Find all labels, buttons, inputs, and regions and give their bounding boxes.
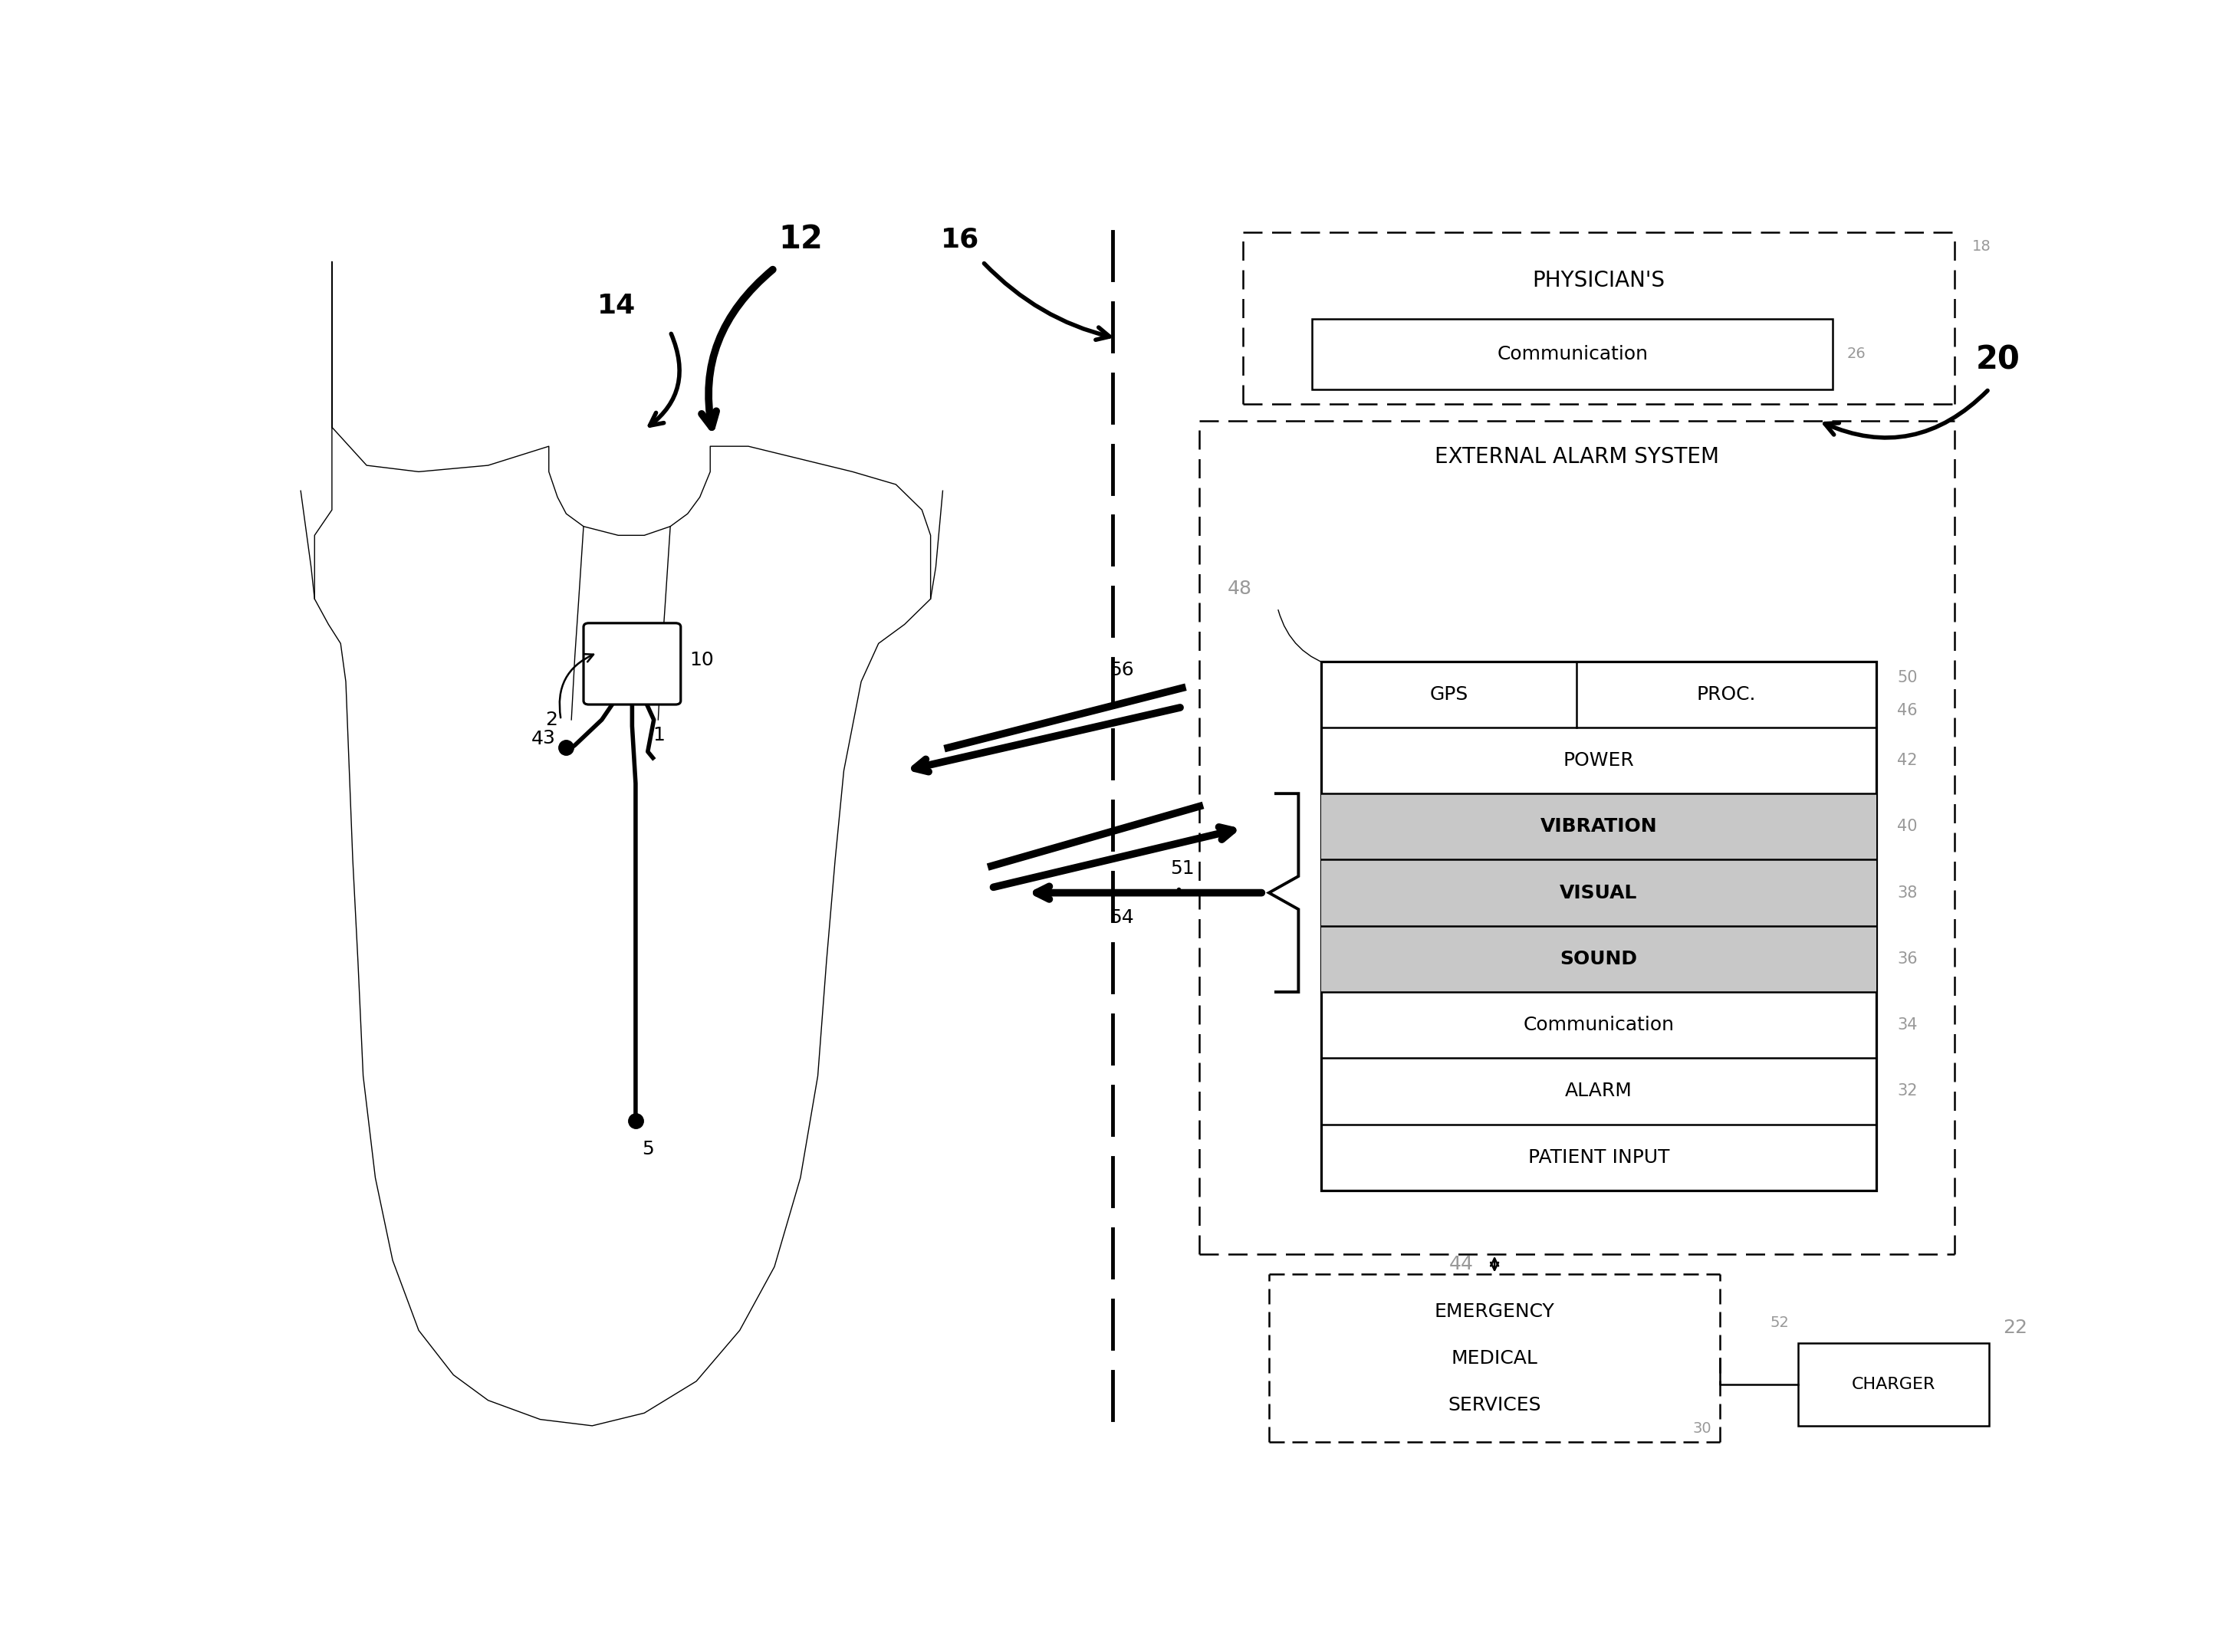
Text: 18: 18 (1973, 240, 1990, 253)
Text: 46: 46 (1896, 704, 1917, 719)
Text: 14: 14 (598, 292, 636, 319)
Text: GPS: GPS (1428, 686, 1469, 704)
Text: 30: 30 (1693, 1421, 1711, 1436)
Text: 20: 20 (1975, 344, 2020, 377)
Text: PATIENT INPUT: PATIENT INPUT (1527, 1148, 1670, 1166)
Text: 48: 48 (1227, 580, 1252, 598)
Text: CHARGER: CHARGER (1852, 1376, 1934, 1393)
Text: POWER: POWER (1563, 752, 1634, 770)
Text: 52: 52 (1771, 1315, 1789, 1330)
Text: 26: 26 (1847, 347, 1865, 362)
Text: 1: 1 (654, 725, 665, 745)
Bar (1321, 859, 1876, 925)
Text: 40: 40 (1896, 819, 1917, 834)
Bar (1321, 925, 1876, 991)
FancyBboxPatch shape (584, 623, 681, 704)
Text: 16: 16 (940, 226, 978, 253)
Text: 50: 50 (1896, 671, 1917, 686)
Text: VISUAL: VISUAL (1561, 884, 1637, 902)
FancyBboxPatch shape (1312, 319, 1834, 388)
Text: EMERGENCY: EMERGENCY (1435, 1302, 1554, 1320)
Text: 22: 22 (2004, 1318, 2029, 1336)
Text: EXTERNAL ALARM SYSTEM: EXTERNAL ALARM SYSTEM (1435, 446, 1720, 468)
Text: 5: 5 (643, 1140, 654, 1158)
Text: 51: 51 (1171, 859, 1193, 877)
FancyBboxPatch shape (1321, 661, 1876, 1191)
Text: 4: 4 (531, 730, 544, 748)
Text: VIBRATION: VIBRATION (1540, 818, 1657, 836)
Text: 42: 42 (1896, 753, 1917, 768)
FancyBboxPatch shape (1798, 1343, 1988, 1426)
Text: 3: 3 (542, 729, 553, 747)
Text: 36: 36 (1896, 952, 1917, 966)
Text: 32: 32 (1896, 1084, 1917, 1099)
Text: 2: 2 (546, 710, 558, 729)
Bar (1321, 793, 1876, 859)
Text: SERVICES: SERVICES (1449, 1396, 1540, 1414)
Text: PHYSICIAN'S: PHYSICIAN'S (1531, 269, 1666, 291)
Text: MEDICAL: MEDICAL (1451, 1350, 1538, 1368)
Text: 56: 56 (1108, 661, 1133, 679)
Text: Communication: Communication (1498, 345, 1648, 363)
Text: 34: 34 (1896, 1018, 1917, 1032)
Text: PROGRAMMER: PROGRAMMER (1523, 329, 1675, 350)
Text: 12: 12 (779, 223, 822, 256)
Text: ALARM: ALARM (1565, 1082, 1632, 1100)
Text: 10: 10 (690, 651, 714, 669)
Text: 44: 44 (1449, 1256, 1473, 1274)
Text: PROC.: PROC. (1697, 686, 1755, 704)
Text: SOUND: SOUND (1561, 950, 1637, 968)
Text: 38: 38 (1896, 885, 1917, 900)
Text: Communication: Communication (1523, 1016, 1675, 1034)
Text: 54: 54 (1108, 909, 1133, 927)
